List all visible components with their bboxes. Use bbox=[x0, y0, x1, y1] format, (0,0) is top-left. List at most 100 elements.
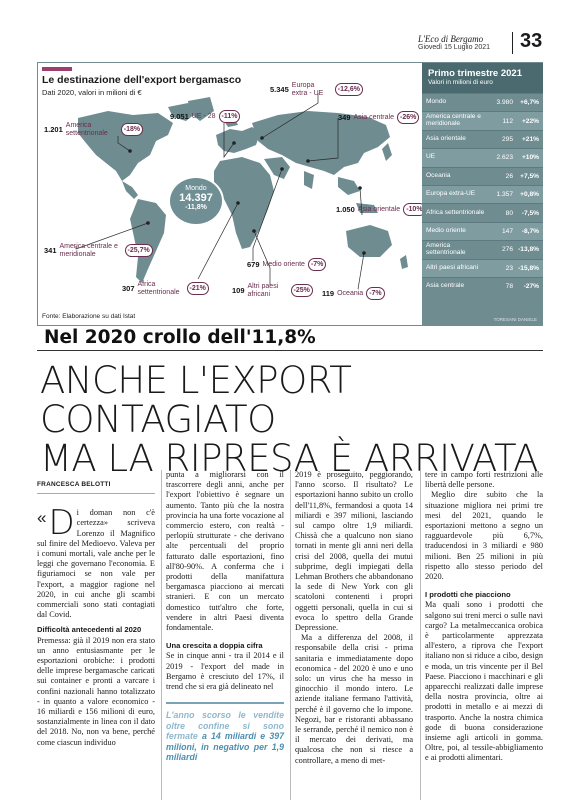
table-cell-value: 78 bbox=[505, 283, 513, 291]
table-cell-value: 276 bbox=[501, 246, 513, 254]
table-row: Mondo 3.980 +6,7% bbox=[422, 93, 543, 111]
region-change-badge: -21% bbox=[186, 282, 209, 295]
table-cell-value: 2.623 bbox=[496, 154, 513, 162]
publication-date: Giovedì 15 Luglio 2021 bbox=[418, 44, 490, 51]
paragraph: punta a migliorarsi con il trascorrere d… bbox=[166, 470, 284, 633]
export-infographic: Le destinazione dell'export bergamasco D… bbox=[37, 62, 543, 326]
graphic-credit: TORESANI DANIELE bbox=[493, 317, 537, 322]
masthead: L'Eco di Bergamo Giovedì 15 Luglio 2021 … bbox=[0, 0, 580, 58]
region-name: Asia orientale bbox=[357, 205, 401, 213]
region-label: 119 Oceania -7% bbox=[322, 287, 385, 300]
region-value: 341 bbox=[44, 246, 57, 255]
byline: FRANCESCA BELOTTI bbox=[37, 480, 155, 495]
region-label: 109 Altri paesi africani -25% bbox=[232, 283, 313, 298]
world-map-panel: Le destinazione dell'export bergamasco D… bbox=[38, 63, 426, 325]
subheading: Difficoltà antecedenti al 2020 bbox=[37, 625, 142, 635]
paragraph: Ma quali sono i prodotti che salgono sui… bbox=[425, 600, 543, 763]
table-cell-name: Asia centrale bbox=[426, 282, 465, 290]
infographic-title: Le destinazione dell'export bergamasco bbox=[42, 74, 242, 86]
region-name: Asia centrale bbox=[353, 113, 394, 121]
world-change: -11,8% bbox=[185, 204, 207, 211]
table-cell-change: +7,5% bbox=[520, 172, 539, 180]
q1-2021-table: Primo trimestre 2021 Valori in milioni d… bbox=[422, 63, 543, 325]
region-label: 1.050 Asia orientale -10% bbox=[336, 203, 426, 216]
title-accent-bar bbox=[42, 67, 72, 71]
table-cell-value: 147 bbox=[501, 227, 513, 235]
pull-quote-part-2: a 14 miliardi e 397 milioni, in negativo… bbox=[166, 731, 284, 763]
region-change-badge: -25,7% bbox=[124, 244, 153, 257]
table-cell-name: Altri paesi africani bbox=[426, 263, 479, 271]
table-row: Medio oriente 147 -8,7% bbox=[422, 221, 543, 241]
subheading: Una crescita a doppia cifra bbox=[166, 641, 263, 651]
table-subtitle: Valori in milioni di euro bbox=[428, 79, 493, 86]
table-cell-change: +6,7% bbox=[520, 99, 539, 107]
table-row: America settentrionale 276 -13,8% bbox=[422, 240, 543, 258]
open-quote-mark: « bbox=[37, 508, 47, 528]
region-value: 1.201 bbox=[44, 125, 63, 134]
table-cell-change: +10% bbox=[521, 154, 539, 162]
pull-quote: L'anno scorso le vendite oltre confine s… bbox=[166, 702, 284, 763]
region-label: 5.345 Europa extra - UE -12,6% bbox=[270, 82, 363, 97]
table-cell-value: 80 bbox=[505, 209, 513, 217]
region-name: Africa settentrionale bbox=[137, 281, 180, 296]
table-cell-change: -15,8% bbox=[518, 264, 539, 272]
table-cell-name: UE bbox=[426, 153, 436, 161]
table-row: Altri paesi africani 23 -15,8% bbox=[422, 258, 543, 277]
table-cell-change: +22% bbox=[521, 117, 539, 125]
table-body: Mondo 3.980 +6,7% America centrale e meridi… bbox=[422, 93, 543, 295]
region-label: 307 Africa settentrionale -21% bbox=[122, 281, 209, 296]
table-cell-change: -8,7% bbox=[521, 227, 539, 235]
table-cell-value: 3.980 bbox=[496, 99, 513, 107]
paragraph: tere in campo forti restrizioni alle lib… bbox=[425, 470, 543, 490]
region-name: America centrale e meridionale bbox=[59, 243, 118, 258]
infographic-source: Fonte: Elaborazione su dati Istat bbox=[42, 313, 136, 320]
region-label: 349 Asia centrale -26% bbox=[338, 111, 420, 124]
table-cell-name: Medio oriente bbox=[426, 227, 466, 235]
world-total-badge: Mondo 14.397 -11,8% bbox=[168, 176, 224, 226]
region-change-badge: -12,6% bbox=[334, 83, 363, 96]
table-cell-name: Africa settentrionale bbox=[426, 208, 485, 216]
paragraph: Premessa: già il 2019 non era stato un a… bbox=[37, 635, 155, 747]
table-cell-value: 26 bbox=[505, 172, 513, 180]
region-change-badge: -11% bbox=[218, 110, 241, 123]
region-value: 5.345 bbox=[270, 85, 289, 94]
region-value: 307 bbox=[122, 284, 135, 293]
table-cell-value: 23 bbox=[505, 264, 513, 272]
page-number: 33 bbox=[520, 30, 543, 52]
world-map-icon bbox=[75, 93, 408, 290]
column-divider bbox=[420, 470, 421, 800]
publication-name: L'Eco di Bergamo bbox=[418, 34, 484, 44]
infographic-subtitle: Dati 2020, valori in milioni di € bbox=[42, 88, 142, 97]
region-change-badge: -7% bbox=[366, 287, 385, 300]
table-cell-name: Mondo bbox=[426, 98, 447, 106]
table-cell-value: 1.357 bbox=[496, 191, 513, 199]
region-value: 109 bbox=[232, 286, 245, 295]
masthead-divider bbox=[512, 32, 513, 54]
table-cell-value: 112 bbox=[502, 117, 513, 125]
world-label: Mondo bbox=[185, 185, 207, 192]
region-value: 1.050 bbox=[336, 205, 355, 214]
pull-quote-part-1: L'anno scorso le vendite oltre confine s… bbox=[166, 710, 284, 742]
region-value: 119 bbox=[322, 289, 335, 298]
region-change-badge: -7% bbox=[307, 258, 327, 271]
table-cell-name: Europa extra-UE bbox=[426, 190, 476, 198]
paragraph: Meglio dire subito che la situazione mig… bbox=[425, 490, 543, 582]
region-label: 341 America centrale e meridionale -25,7… bbox=[44, 243, 153, 258]
table-header: Primo trimestre 2021 Valori in milioni d… bbox=[422, 63, 543, 93]
region-value: 679 bbox=[247, 260, 260, 269]
table-cell-change: -13,8% bbox=[518, 246, 539, 254]
table-row: Africa settentrionale 80 -7,5% bbox=[422, 203, 543, 221]
table-row: Europa extra-UE 1.357 +0,8% bbox=[422, 184, 543, 204]
region-value: 9.051 bbox=[170, 112, 189, 121]
region-name: UE - 28 bbox=[191, 112, 216, 120]
column-4: tere in campo forti restrizioni alle lib… bbox=[425, 470, 543, 764]
table-cell-name: Oceania bbox=[426, 171, 451, 179]
table-row: Asia centrale 78 -27% bbox=[422, 276, 543, 295]
paragraph: 2019 è proseguito, peggiorando, l'anno s… bbox=[295, 470, 413, 633]
region-change-badge: -25% bbox=[290, 284, 313, 297]
region-label: 1.201 America settentrionale -18% bbox=[44, 122, 144, 137]
table-row: America centrale e meridionale 112 +22% bbox=[422, 111, 543, 130]
region-name: Europa extra - UE bbox=[291, 82, 324, 97]
